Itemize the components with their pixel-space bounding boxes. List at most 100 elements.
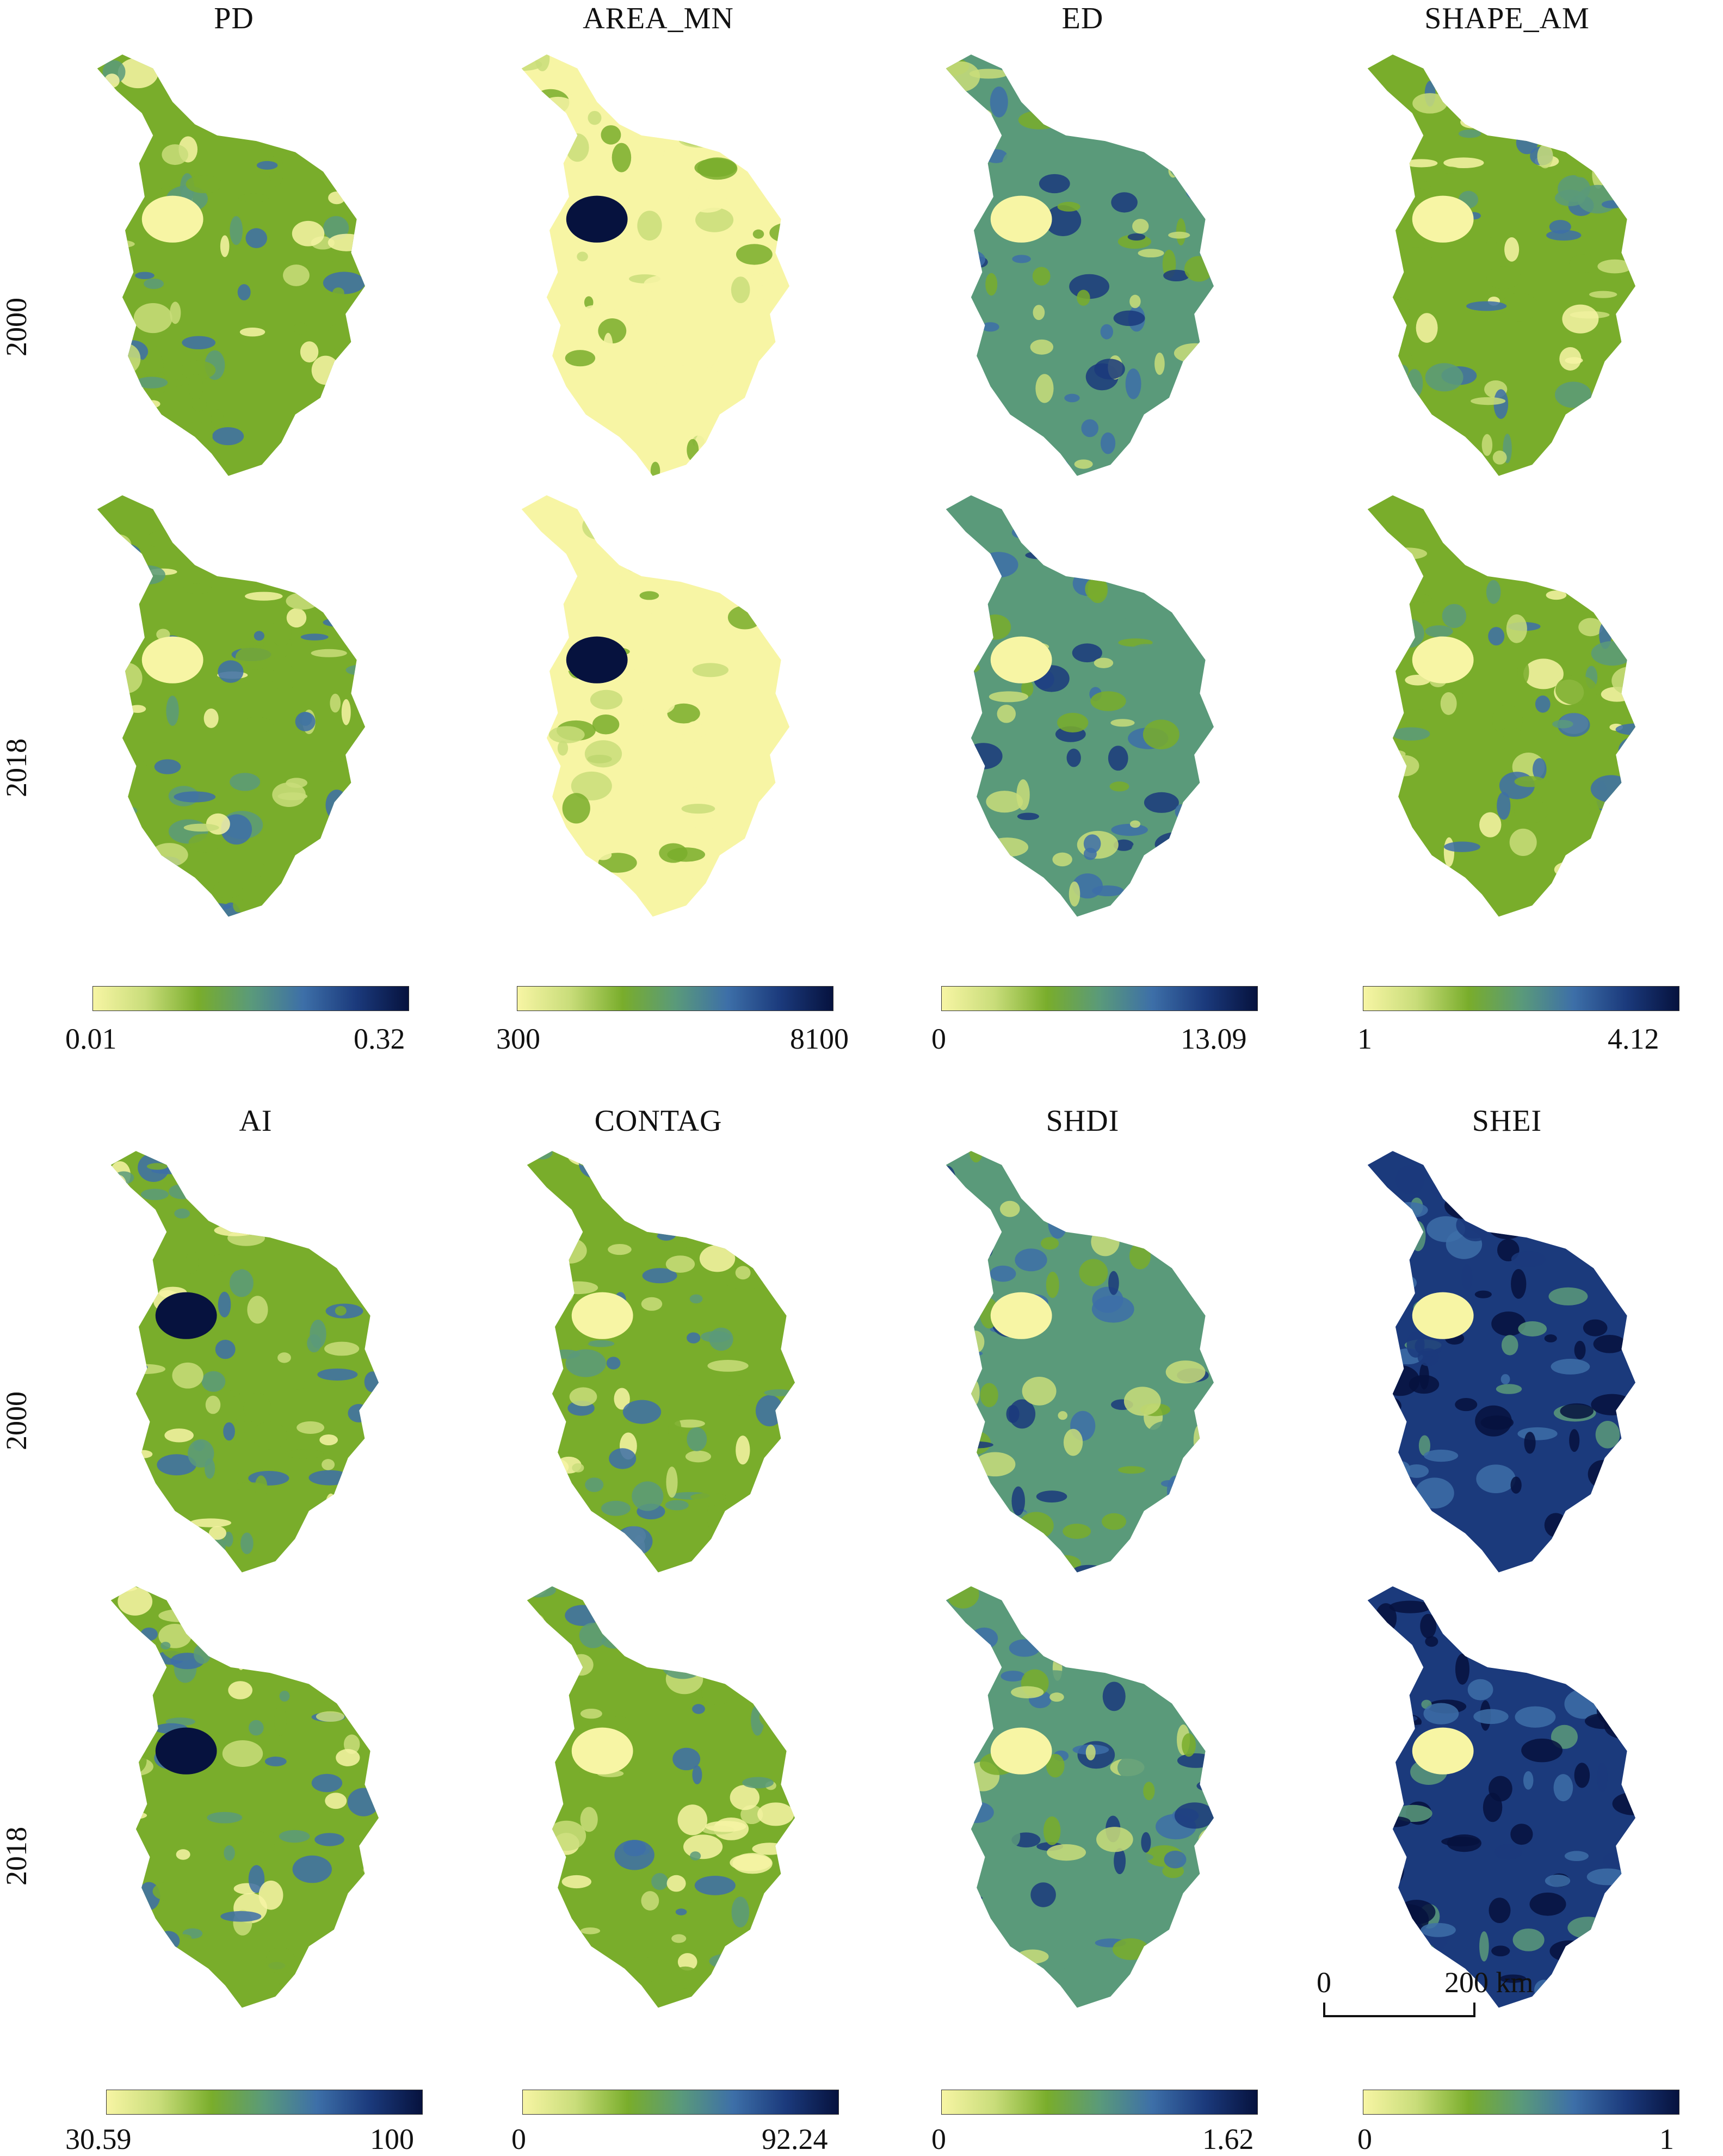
map-texture-patch <box>1131 495 1171 521</box>
map-texture-patch <box>1444 1192 1485 1219</box>
map-texture-patch <box>665 509 703 539</box>
map-texture-patch <box>1511 1644 1526 1656</box>
map-texture-patch <box>1494 1650 1520 1666</box>
map-texture-patch <box>125 1705 155 1721</box>
map-texture-patch <box>1144 792 1179 813</box>
map-texture-patch <box>534 646 544 671</box>
map-texture-patch <box>770 703 790 730</box>
map-texture-patch <box>968 1151 984 1163</box>
map-texture-patch <box>330 693 341 713</box>
map-texture-patch <box>637 211 662 241</box>
map-texture-patch <box>1073 773 1114 799</box>
map-texture-patch <box>1402 1518 1414 1536</box>
map-texture-patch <box>1540 1198 1571 1228</box>
lake-feature <box>990 195 1052 243</box>
map-texture-patch <box>325 1648 342 1671</box>
map-texture-patch <box>972 1691 987 1703</box>
map-texture-patch <box>166 695 179 726</box>
map-texture-patch <box>1603 1852 1624 1868</box>
map-panel-pd-2018 <box>97 495 366 917</box>
map-texture-patch <box>1409 1375 1440 1394</box>
map-texture-patch <box>713 1640 734 1665</box>
map-texture-patch <box>271 452 301 467</box>
map-texture-patch <box>548 451 560 476</box>
map-texture-patch <box>1516 131 1538 155</box>
map-texture-patch <box>1367 275 1375 298</box>
map-texture-patch <box>1375 1396 1401 1415</box>
map-texture-patch <box>782 151 790 177</box>
map-texture-patch <box>351 1229 379 1260</box>
map-texture-patch <box>116 1757 153 1776</box>
map-texture-patch <box>364 1371 379 1393</box>
map-texture-patch <box>665 1664 703 1695</box>
map-texture-patch <box>545 551 567 559</box>
map-texture-patch <box>620 1151 653 1168</box>
map-texture-patch <box>311 649 347 657</box>
map-texture-patch <box>358 319 366 343</box>
map-texture-patch <box>527 1859 528 1876</box>
map-texture-patch <box>164 1972 196 1993</box>
map-panel-ed-2018 <box>946 495 1214 917</box>
legend-bar-pd <box>92 986 409 1011</box>
map-texture-patch <box>1011 1686 1044 1698</box>
map-texture-patch <box>524 734 543 744</box>
map-texture-patch <box>1529 530 1541 560</box>
map-texture-patch <box>317 1368 358 1381</box>
map-texture-patch <box>1494 1844 1522 1860</box>
map-texture-patch <box>582 1523 615 1548</box>
map-texture-patch <box>1558 175 1591 202</box>
map-texture-patch <box>1367 1502 1380 1517</box>
lake-feature <box>990 1727 1052 1775</box>
map-texture-patch <box>961 128 980 137</box>
map-texture-patch <box>951 94 984 121</box>
map-texture-patch <box>1596 1696 1626 1725</box>
map-texture-patch <box>728 1595 747 1622</box>
map-texture-patch <box>1627 1670 1636 1697</box>
map-texture-patch <box>632 1160 644 1170</box>
map-texture-patch <box>1473 54 1499 61</box>
map-texture-patch <box>1384 606 1399 618</box>
map-texture-patch <box>1542 1586 1564 1601</box>
map-texture-patch <box>726 463 739 476</box>
map-texture-patch <box>769 222 790 244</box>
map-texture-patch <box>1490 515 1511 523</box>
map-texture-patch <box>1491 1945 1510 1957</box>
map-texture-patch <box>544 1455 560 1467</box>
map-texture-patch <box>984 1225 994 1257</box>
map-texture-patch <box>697 619 707 630</box>
map-texture-patch <box>1528 59 1562 76</box>
legend-min-area-mn: 300 <box>496 1022 540 1055</box>
map-texture-patch <box>762 1654 795 1683</box>
map-panel-shei-2000 <box>1367 1151 1636 1573</box>
map-texture-patch <box>1207 1245 1214 1260</box>
map-texture-patch <box>1486 580 1501 604</box>
map-texture-patch <box>1094 657 1114 668</box>
map-texture-patch <box>970 1627 998 1649</box>
map-texture-patch <box>1021 680 1034 697</box>
map-texture-patch <box>527 1285 544 1304</box>
map-texture-patch <box>688 187 727 213</box>
legend-min-ai: 30.59 <box>65 2123 132 2155</box>
map-texture-patch <box>1206 495 1214 512</box>
map-texture-patch <box>637 54 665 76</box>
map-texture-patch <box>303 1611 328 1629</box>
map-texture-patch <box>128 884 154 902</box>
map-texture-patch <box>1046 1754 1065 1778</box>
map-texture-patch <box>609 1979 639 2004</box>
map-texture-patch <box>193 1643 211 1664</box>
map-texture-patch <box>965 304 995 312</box>
map-texture-patch <box>341 387 365 397</box>
map-texture-patch <box>237 284 251 301</box>
map-texture-patch <box>1445 56 1457 87</box>
map-texture-patch <box>547 867 561 891</box>
map-texture-patch <box>252 1421 287 1450</box>
map-texture-patch <box>1114 1848 1126 1875</box>
map-texture-patch <box>752 90 785 113</box>
map-texture-patch <box>1405 159 1438 168</box>
map-texture-patch <box>257 1586 287 1591</box>
map-texture-patch <box>667 703 700 724</box>
map-texture-patch <box>1109 154 1145 181</box>
map-texture-patch <box>1387 1714 1418 1722</box>
map-texture-patch <box>110 1217 147 1242</box>
map-texture-patch <box>258 1880 283 1910</box>
